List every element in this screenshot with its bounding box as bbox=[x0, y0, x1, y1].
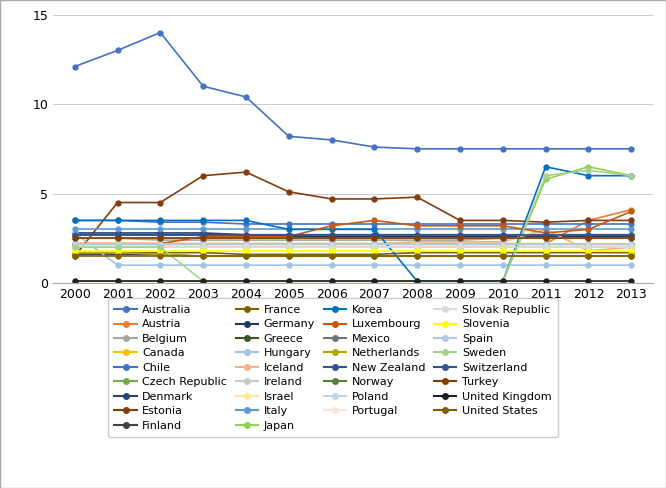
Legend: Australia, Austria, Belgium, Canada, Chile, Czech Republic, Denmark, Estonia, Fi: Australia, Austria, Belgium, Canada, Chi… bbox=[108, 298, 558, 437]
